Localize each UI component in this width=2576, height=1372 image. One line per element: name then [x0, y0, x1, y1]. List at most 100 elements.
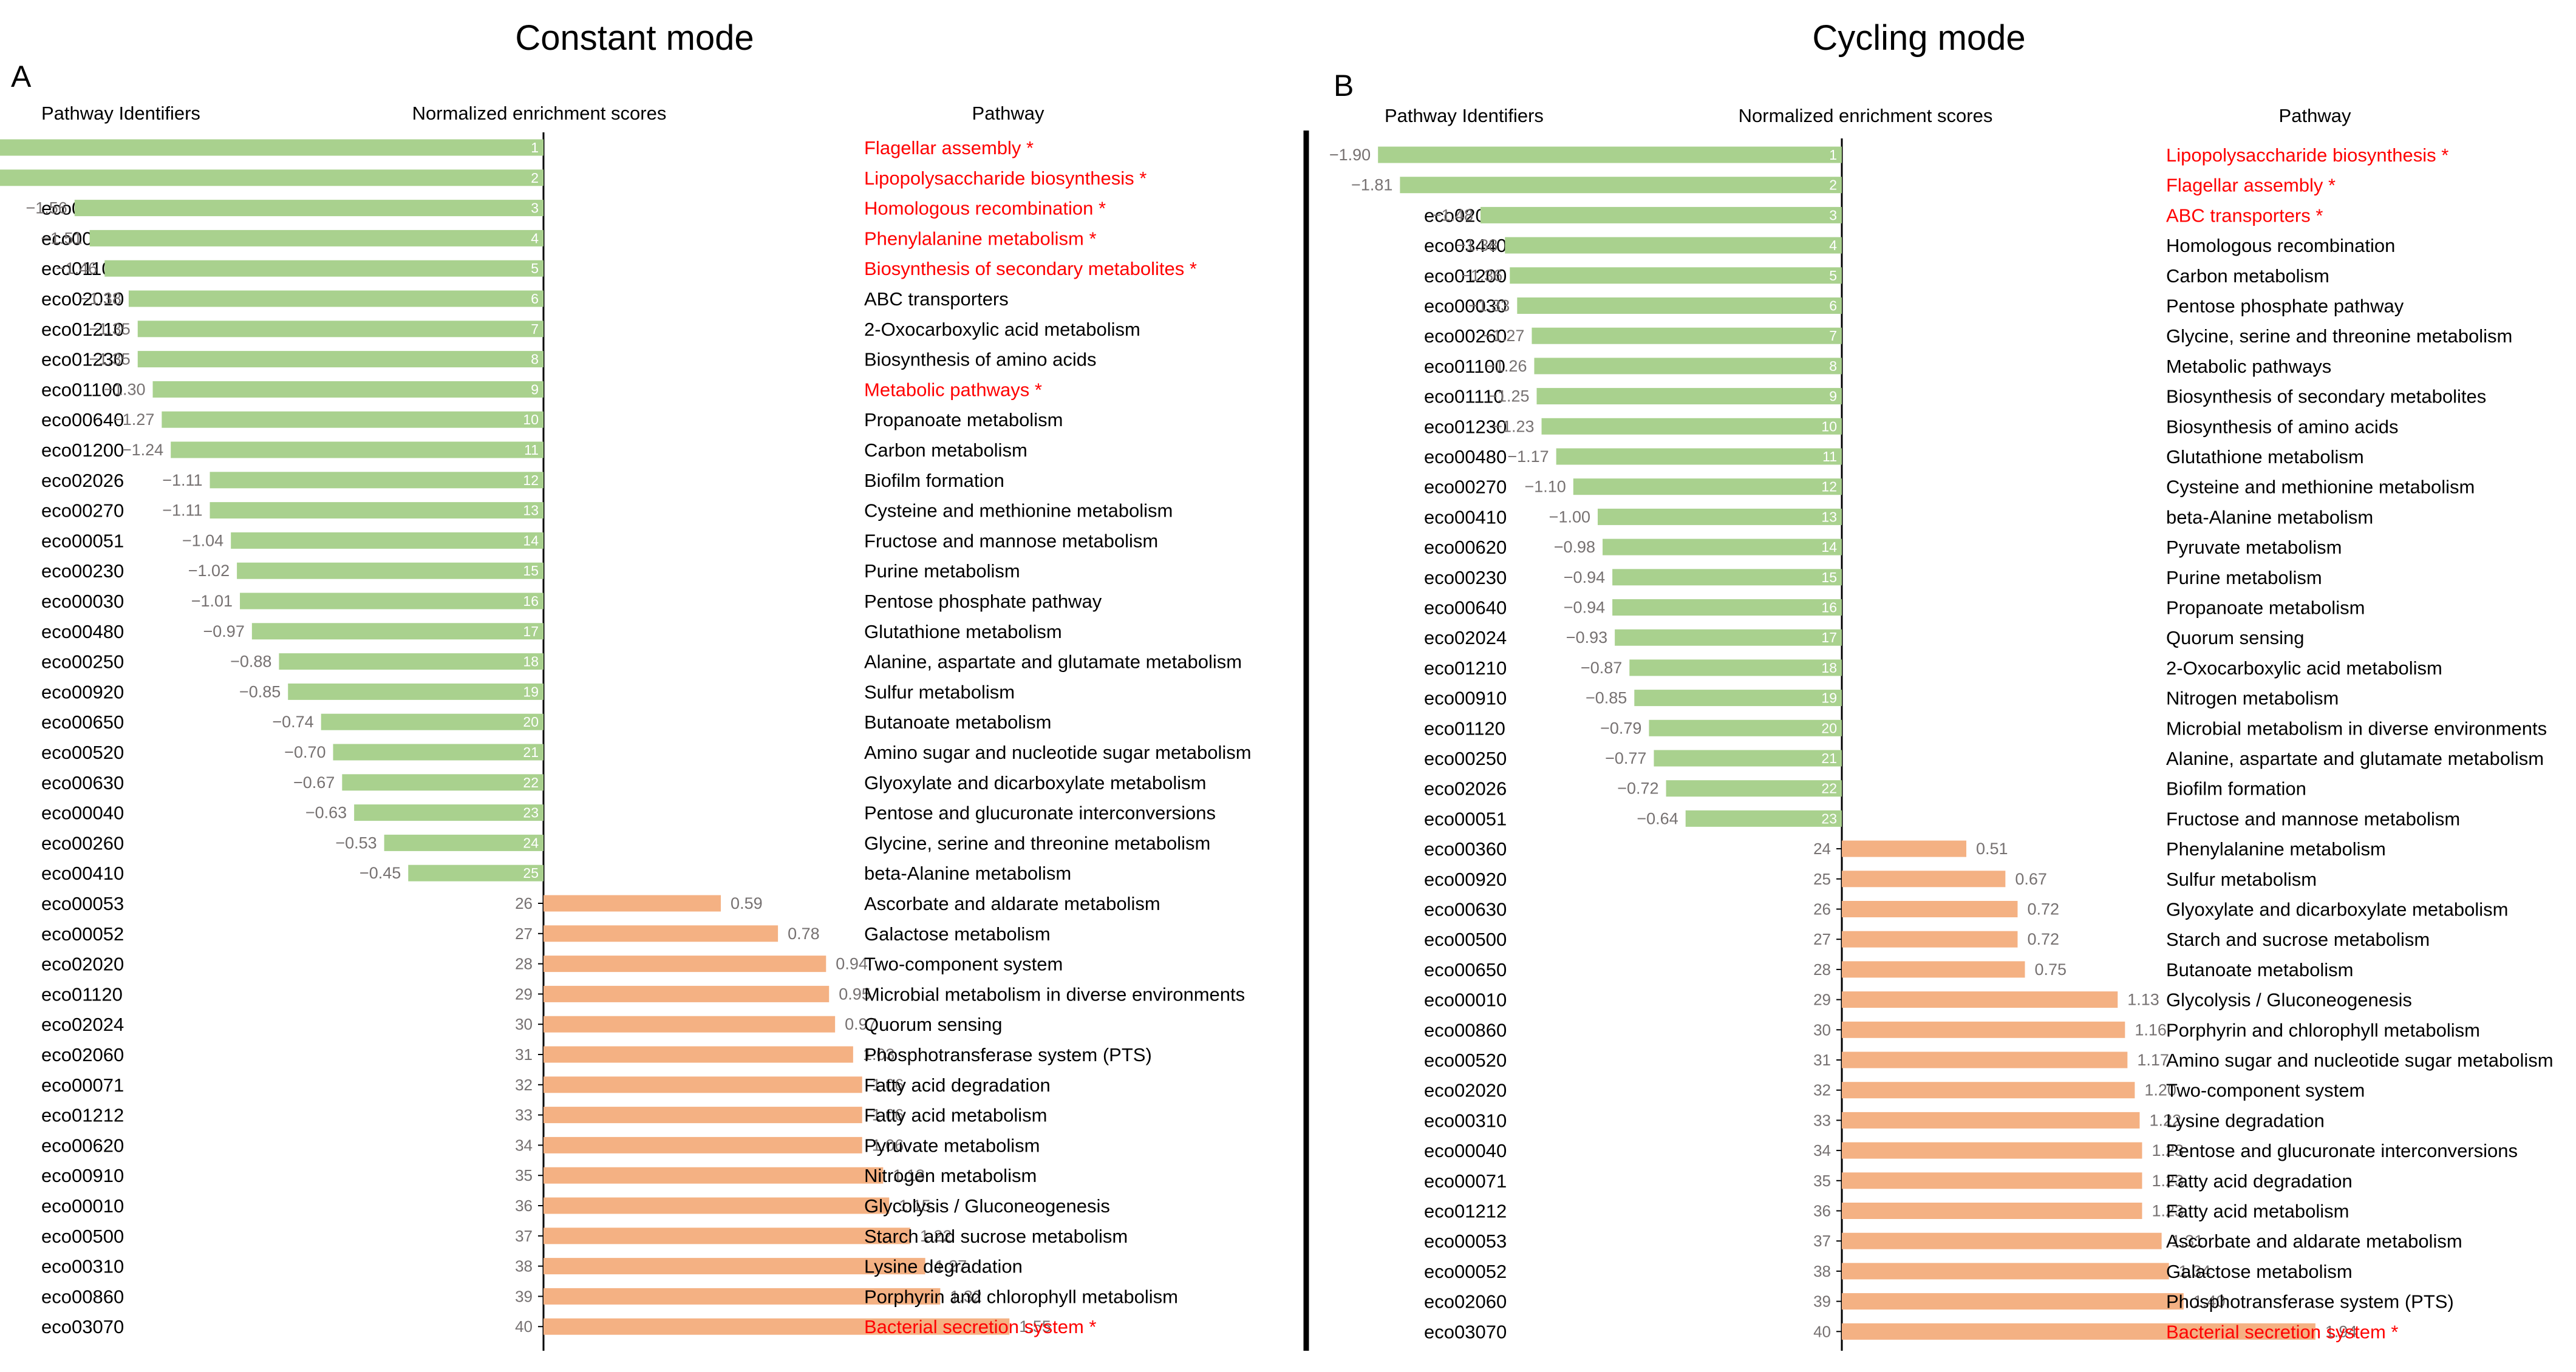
pathway-name: Butanoate metabolism	[864, 711, 1051, 733]
pathway-identifier: eco00260	[1424, 325, 1507, 347]
negative-score-bar	[0, 139, 543, 156]
pathway-identifier: eco00860	[41, 1286, 124, 1307]
score-value-label: 1.23	[2152, 1141, 2184, 1160]
negative-score-bar	[74, 200, 544, 217]
pathway-name: Fatty acid metabolism	[2166, 1201, 2349, 1222]
pathway-identifier: eco00500	[41, 1226, 124, 1247]
pathway-identifier: eco00480	[1424, 446, 1507, 467]
score-value-label: −0.97	[203, 622, 245, 640]
score-value-label: 1.31	[2172, 1232, 2204, 1250]
pathway-name: Starch and sucrose metabolism	[2166, 929, 2430, 950]
rank-label: 24	[523, 835, 539, 851]
positive-score-bar	[543, 1258, 925, 1275]
pathway-identifier: eco00310	[41, 1256, 124, 1277]
pathway-identifier: eco00270	[1424, 477, 1507, 498]
pathway-name: Amino sugar and nucleotide sugar metabol…	[864, 742, 1252, 763]
pathway-identifier: eco00500	[1424, 929, 1507, 950]
score-value-label: −0.85	[239, 682, 281, 701]
rank-label: 12	[1821, 479, 1837, 495]
positive-score-bar	[1842, 1263, 2169, 1280]
pathway-name: Alanine, aspartate and glutamate metabol…	[864, 651, 1242, 673]
positive-score-bar	[1842, 931, 2018, 948]
rank-label: 39	[515, 1287, 533, 1305]
negative-score-bar	[1603, 538, 1842, 555]
positive-score-bar	[1842, 840, 1967, 857]
pathway-identifier: eco01210	[1424, 657, 1507, 679]
negative-score-bar	[171, 441, 543, 458]
score-value-label: 0.94	[836, 955, 868, 973]
pathway-identifier: eco00410	[41, 863, 124, 884]
pathway-identifier: eco00030	[1424, 296, 1507, 317]
negative-score-bar	[128, 290, 543, 307]
positive-score-bar	[543, 1167, 884, 1184]
pathway-identifier: eco01210	[41, 319, 124, 340]
negative-score-bar	[1517, 297, 1842, 314]
pathway-name: Glycolysis / Gluconeogenesis	[864, 1195, 1110, 1217]
pathway-identifier: eco00910	[41, 1165, 124, 1186]
score-value-label: −1.11	[162, 501, 202, 520]
rank-label: 14	[1821, 539, 1837, 555]
rank-label: 8	[531, 351, 539, 367]
pathway-name: Biofilm formation	[2166, 778, 2306, 800]
pathway-identifier: eco02026	[1424, 778, 1507, 800]
pathway-identifier: eco01200	[41, 440, 124, 461]
pathway-identifier: eco00051	[41, 530, 124, 551]
negative-score-bar	[1666, 780, 1842, 797]
pathway-identifier: eco01120	[1424, 718, 1505, 739]
pathway-identifier: eco00071	[41, 1075, 124, 1096]
score-value-label: 1.20	[2144, 1081, 2176, 1099]
rank-label: 38	[515, 1257, 533, 1275]
pathway-name: Fructose and mannose metabolism	[864, 530, 1158, 551]
positive-score-bar	[543, 1107, 862, 1124]
pathway-identifier: eco01200	[1424, 265, 1507, 287]
rank-label: 8	[1829, 358, 1837, 374]
rank-label: 36	[1813, 1202, 1831, 1220]
negative-score-bar	[137, 321, 543, 338]
negative-score-bar	[288, 683, 543, 700]
negative-score-bar	[1481, 206, 1842, 223]
score-value-label: 1.15	[899, 1197, 931, 1215]
pathway-name: Glutathione metabolism	[2166, 446, 2364, 467]
rank-label: 33	[1813, 1111, 1831, 1129]
pathway-identifier: eco00040	[41, 803, 124, 824]
pathway-identifier: eco00520	[41, 742, 124, 763]
positive-score-bar	[543, 925, 779, 942]
score-value-label: −0.94	[1564, 568, 1605, 586]
rank-label: 1	[1829, 147, 1837, 163]
score-value-label: −1.00	[1549, 508, 1590, 526]
pathway-name: Two-component system	[2166, 1080, 2365, 1101]
pathway-identifier: eco00640	[1424, 597, 1507, 619]
negative-score-bar	[333, 744, 543, 761]
pathway-name: Ascorbate and aldarate metabolism	[864, 893, 1160, 914]
positive-score-bar	[543, 956, 826, 973]
rank-label: 37	[515, 1227, 533, 1245]
pathway-name: Propanoate metabolism	[864, 409, 1063, 430]
score-value-label: −1.38	[1456, 236, 1498, 254]
negative-score-bar	[342, 774, 543, 791]
rank-label: 2	[531, 170, 539, 186]
score-value-label: −1.11	[162, 471, 202, 489]
negative-score-bar	[210, 472, 543, 489]
pathway-name: Glyoxylate and dicarboxylate metabolism	[2166, 899, 2508, 920]
score-value-label: 0.67	[2015, 870, 2047, 888]
negative-score-bar	[384, 834, 543, 851]
rank-label: 19	[523, 684, 539, 699]
score-value-label: −1.04	[182, 531, 223, 549]
pathway-identifier: eco00630	[41, 772, 124, 793]
score-value-label: 1.22	[2149, 1111, 2181, 1129]
rank-label: 22	[1821, 781, 1837, 796]
rank-label: 6	[1829, 298, 1837, 314]
pathway-name: Pentose and glucuronate interconversions	[2166, 1140, 2518, 1161]
positive-score-bar	[543, 1076, 862, 1093]
pathway-name: Pyruvate metabolism	[864, 1135, 1040, 1156]
pathway-name-highlighted: Biosynthesis of secondary metabolites *	[864, 258, 1197, 279]
pathway-name-highlighted: Flagellar assembly *	[864, 137, 1034, 158]
positive-score-bar	[1842, 1172, 2142, 1189]
pathway-name-highlighted: ABC transporters *	[2166, 205, 2323, 226]
score-value-label: 1.22	[920, 1227, 952, 1245]
score-value-label: −0.77	[1605, 749, 1646, 767]
pathway-identifier: eco02024	[41, 1014, 124, 1035]
chart-title: Constant mode	[515, 18, 754, 58]
pathway-name: beta-Alanine metabolism	[2166, 506, 2373, 528]
rank-label: 17	[1821, 630, 1837, 645]
